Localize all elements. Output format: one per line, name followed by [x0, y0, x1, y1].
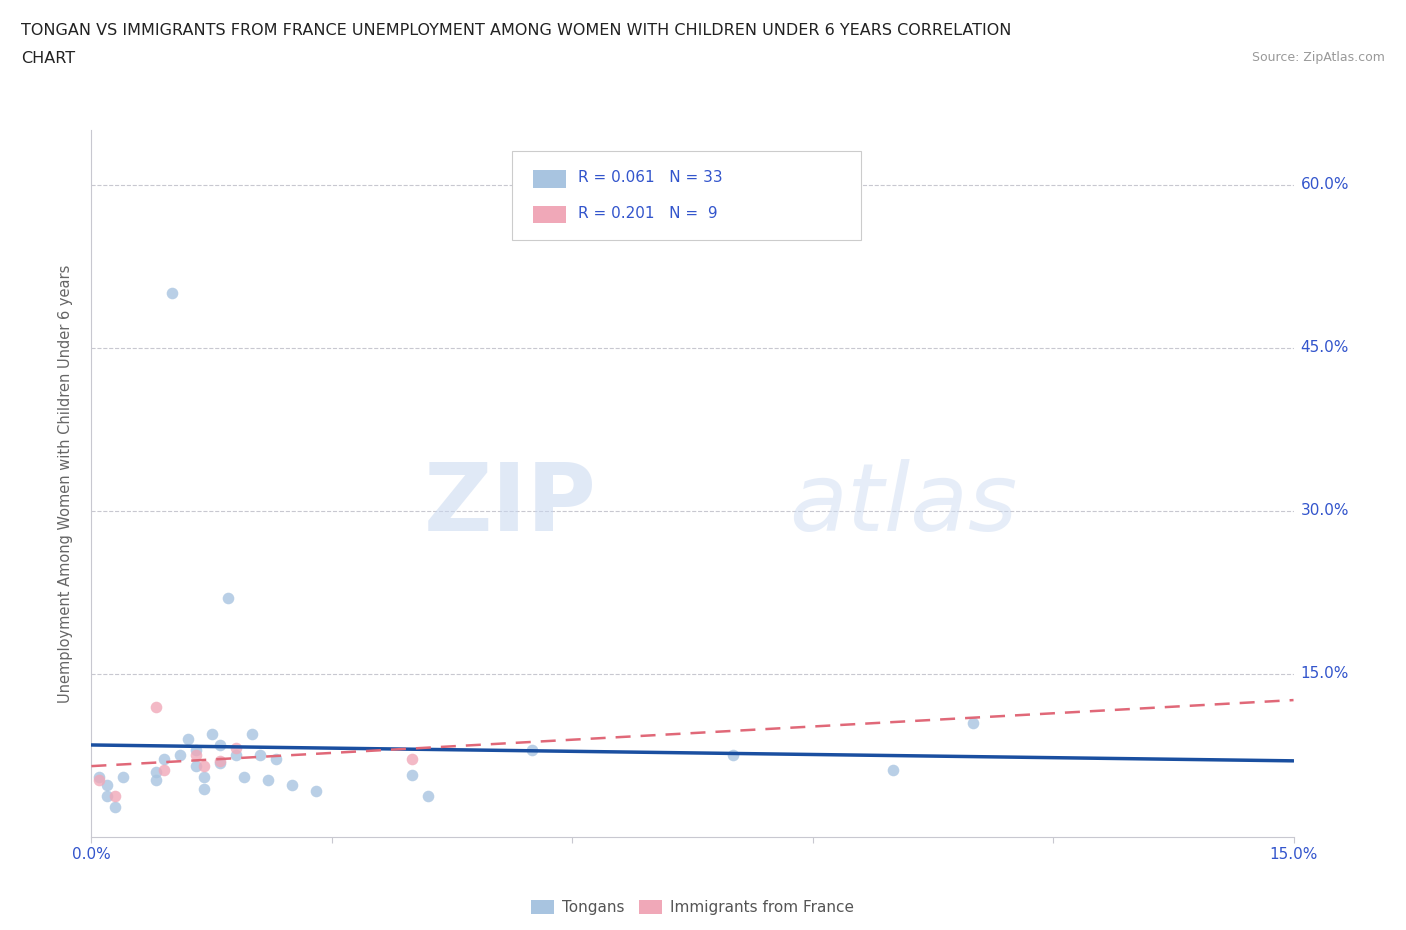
Point — [104, 799, 127, 814]
Point — [256, 773, 278, 788]
Point — [89, 770, 111, 785]
Text: R = 0.061   N = 33: R = 0.061 N = 33 — [578, 170, 723, 185]
Point — [217, 591, 239, 605]
Text: atlas: atlas — [789, 459, 1017, 551]
Point — [193, 759, 215, 774]
Point — [104, 789, 127, 804]
Point — [281, 777, 304, 792]
Y-axis label: Unemployment Among Women with Children Under 6 years: Unemployment Among Women with Children U… — [58, 264, 73, 703]
Point — [225, 740, 247, 755]
Point — [208, 753, 231, 768]
Text: TONGAN VS IMMIGRANTS FROM FRANCE UNEMPLOYMENT AMONG WOMEN WITH CHILDREN UNDER 6 : TONGAN VS IMMIGRANTS FROM FRANCE UNEMPLO… — [21, 23, 1011, 38]
Text: CHART: CHART — [21, 51, 75, 66]
Point — [193, 782, 215, 797]
Text: Source: ZipAtlas.com: Source: ZipAtlas.com — [1251, 51, 1385, 64]
Point — [264, 751, 287, 766]
Point — [416, 789, 439, 804]
Point — [169, 748, 191, 763]
FancyBboxPatch shape — [512, 152, 860, 240]
Point — [232, 770, 254, 785]
Point — [401, 767, 423, 782]
Point — [401, 751, 423, 766]
Text: 15.0%: 15.0% — [1301, 667, 1348, 682]
Point — [208, 737, 231, 752]
Point — [208, 755, 231, 770]
Point — [721, 748, 744, 763]
FancyBboxPatch shape — [533, 206, 567, 223]
Point — [112, 770, 135, 785]
FancyBboxPatch shape — [533, 170, 567, 188]
Point — [193, 770, 215, 785]
Point — [225, 748, 247, 763]
Point — [96, 789, 118, 804]
Point — [522, 742, 544, 757]
Point — [145, 699, 167, 714]
Point — [882, 763, 904, 777]
Point — [145, 773, 167, 788]
Point — [201, 726, 224, 741]
Point — [240, 726, 263, 741]
Point — [184, 748, 207, 763]
Point — [160, 286, 183, 300]
Point — [184, 742, 207, 757]
Point — [96, 777, 118, 792]
Point — [962, 715, 984, 730]
Point — [152, 763, 174, 777]
Legend: Tongans, Immigrants from France: Tongans, Immigrants from France — [524, 894, 860, 922]
Text: 60.0%: 60.0% — [1301, 177, 1348, 193]
Point — [145, 764, 167, 779]
Point — [176, 732, 198, 747]
Text: 30.0%: 30.0% — [1301, 503, 1348, 518]
Text: ZIP: ZIP — [423, 458, 596, 551]
Point — [184, 759, 207, 774]
Text: 45.0%: 45.0% — [1301, 340, 1348, 355]
Point — [89, 773, 111, 788]
Point — [152, 751, 174, 766]
Point — [249, 748, 271, 763]
Point — [305, 784, 328, 799]
Text: R = 0.201   N =  9: R = 0.201 N = 9 — [578, 206, 718, 221]
